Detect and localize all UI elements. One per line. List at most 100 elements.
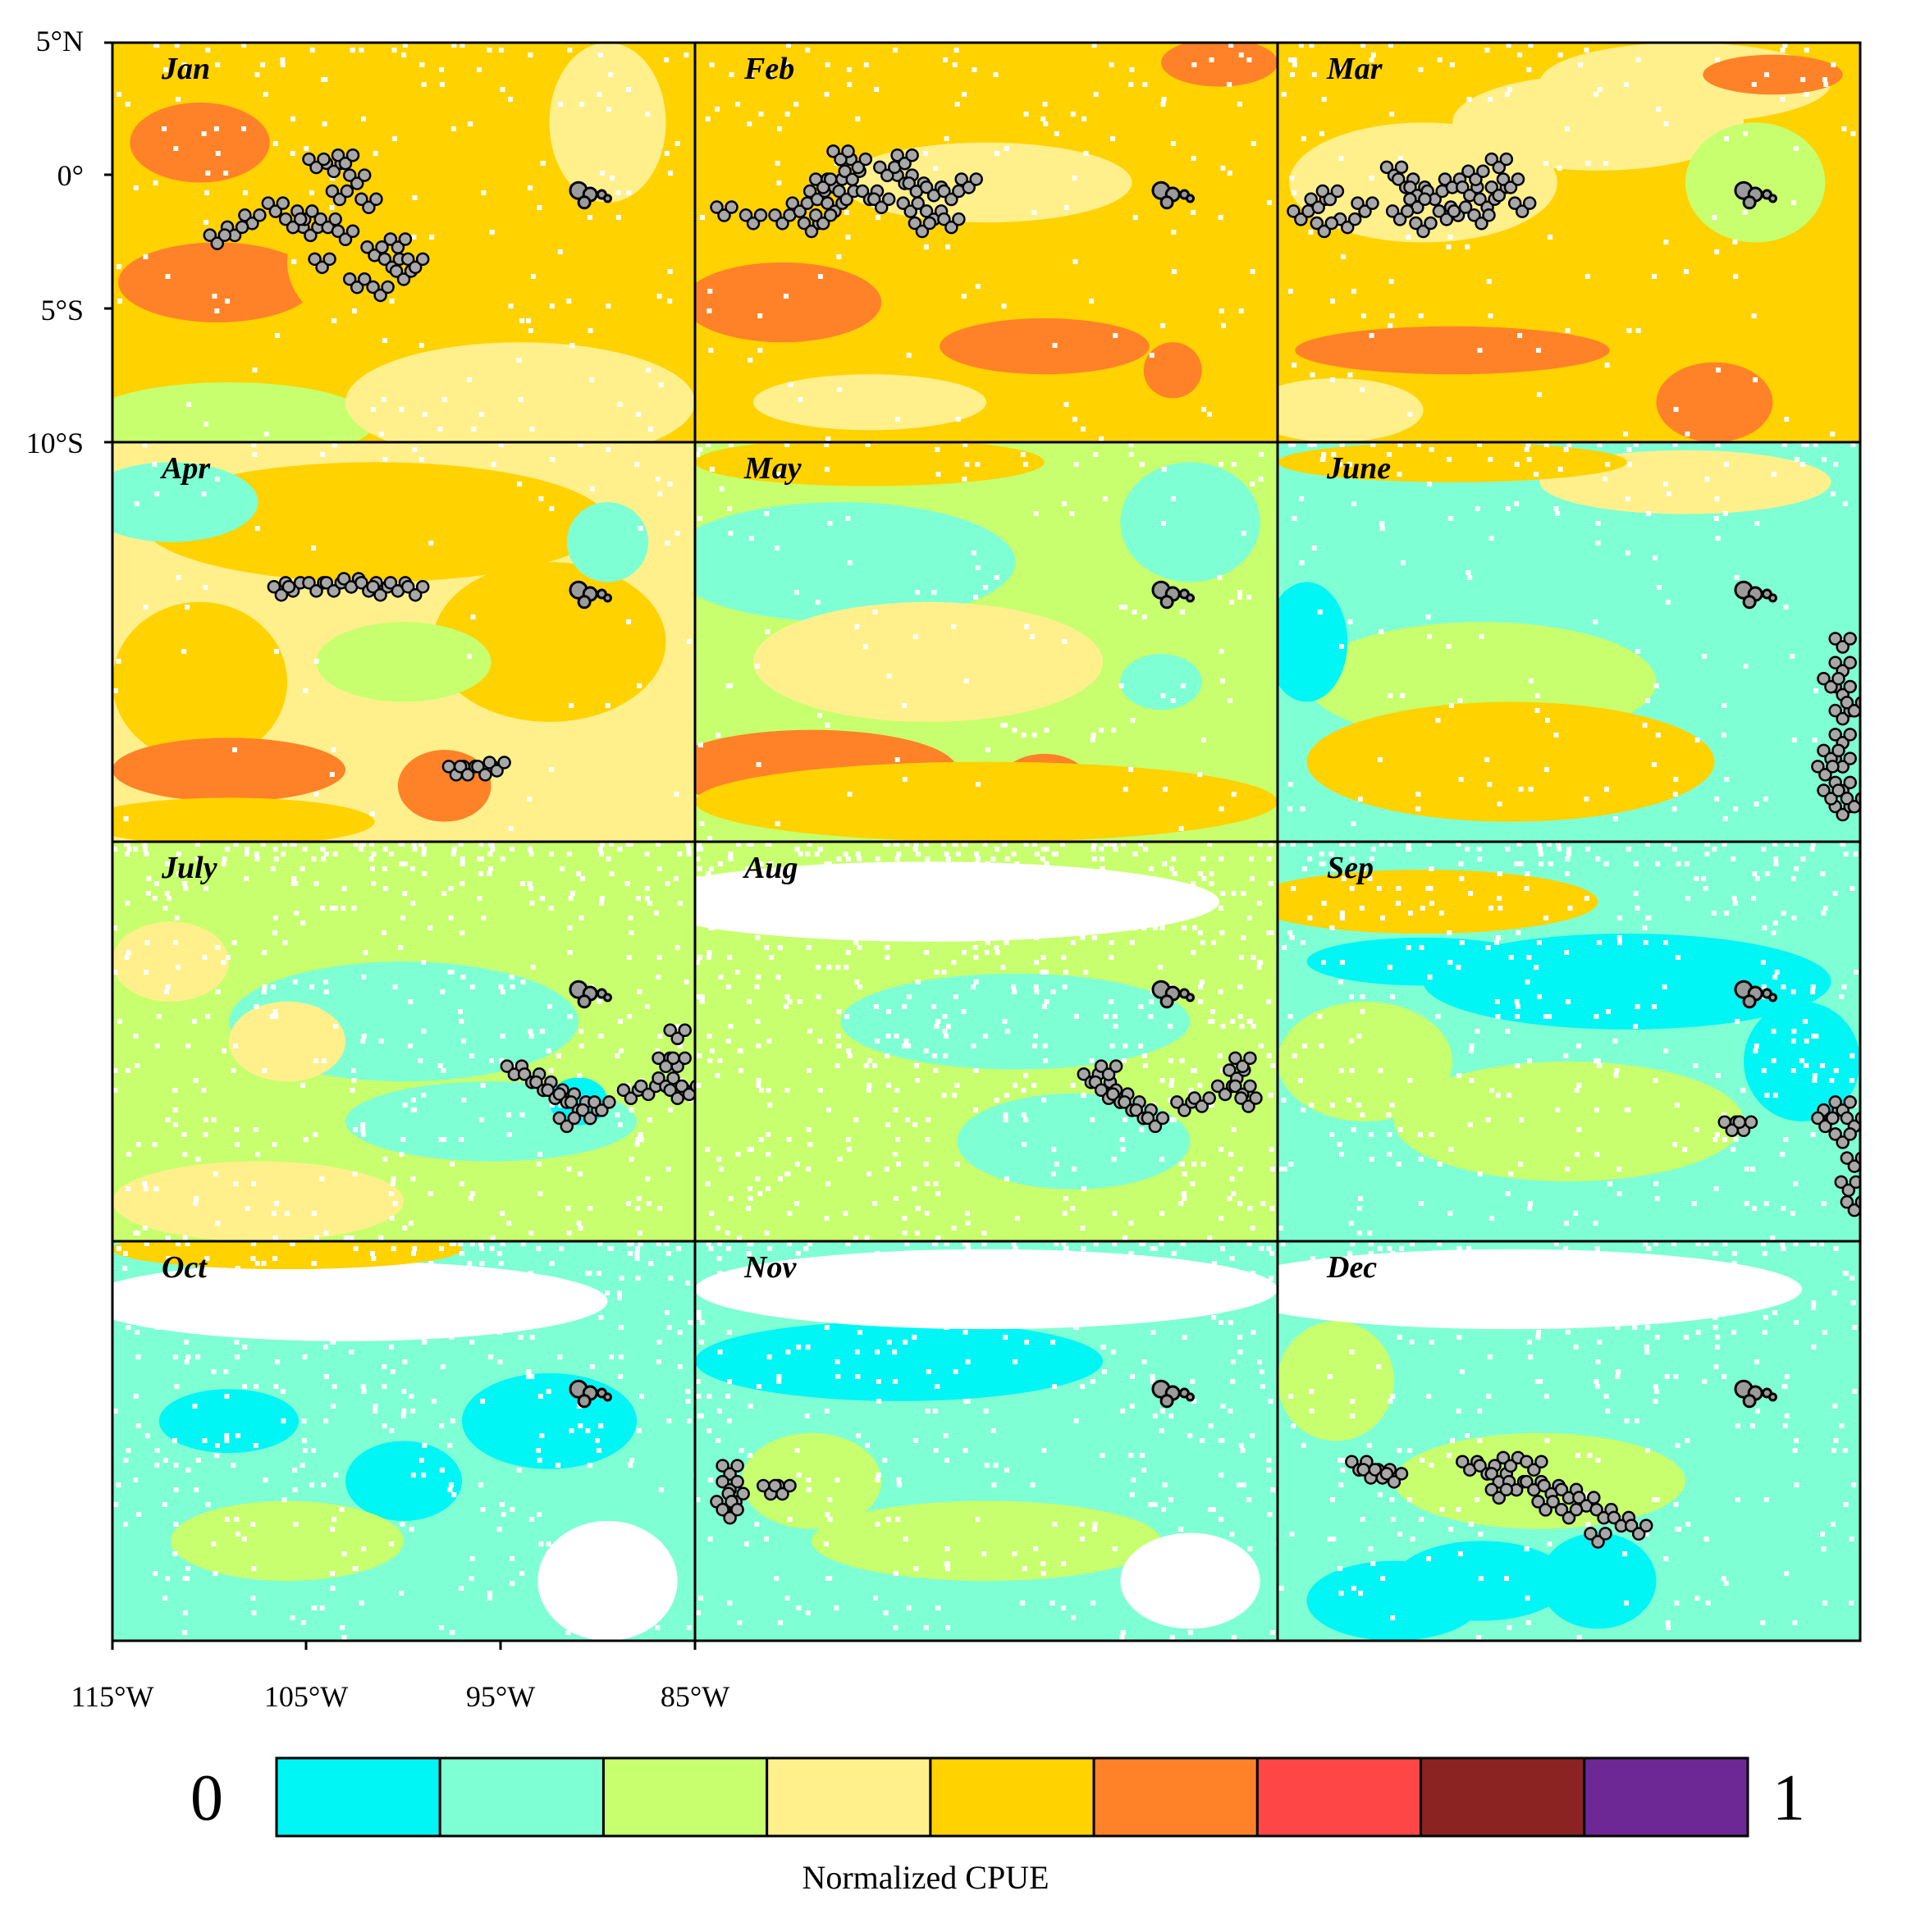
missing-data-pixel xyxy=(1317,1014,1323,1019)
fishing-set-marker xyxy=(381,280,395,295)
missing-data-pixel xyxy=(371,881,377,886)
missing-data-pixel xyxy=(1497,802,1502,806)
missing-data-pixel xyxy=(529,427,535,432)
missing-data-pixel xyxy=(1091,43,1097,48)
missing-data-pixel xyxy=(952,842,958,847)
missing-data-pixel xyxy=(1407,412,1413,417)
missing-data-pixel xyxy=(331,747,336,752)
missing-data-pixel xyxy=(1655,733,1661,738)
missing-data-pixel xyxy=(1804,442,1809,447)
missing-data-pixel xyxy=(1288,1162,1294,1167)
missing-data-pixel xyxy=(1553,733,1559,738)
missing-data-pixel xyxy=(382,1157,388,1162)
missing-data-pixel xyxy=(1209,57,1214,62)
fishing-set-marker xyxy=(235,220,249,235)
missing-data-pixel xyxy=(1191,1162,1197,1167)
missing-data-pixel xyxy=(214,1453,220,1458)
missing-data-pixel xyxy=(923,1048,929,1053)
cpue-patch xyxy=(1306,522,1715,602)
missing-data-pixel xyxy=(1003,1112,1008,1117)
missing-data-pixel xyxy=(1477,1438,1483,1443)
missing-data-pixel xyxy=(549,1103,555,1108)
missing-data-pixel xyxy=(695,856,701,861)
missing-data-pixel xyxy=(1340,960,1346,965)
missing-data-pixel xyxy=(912,1266,917,1271)
missing-data-pixel xyxy=(1536,842,1542,847)
missing-data-pixel xyxy=(1211,1605,1217,1610)
missing-data-pixel xyxy=(706,891,712,896)
missing-data-pixel xyxy=(1518,787,1524,792)
missing-data-pixel xyxy=(1742,210,1748,215)
missing-data-pixel xyxy=(1723,462,1729,467)
missing-data-pixel xyxy=(793,876,799,881)
missing-data-pixel xyxy=(254,1152,260,1157)
missing-data-pixel xyxy=(331,1295,336,1300)
missing-data-pixel xyxy=(458,1009,464,1014)
missing-data-pixel xyxy=(817,713,823,718)
missing-data-pixel xyxy=(677,901,683,906)
missing-data-pixel xyxy=(1576,1635,1582,1640)
missing-data-pixel xyxy=(1656,585,1662,590)
missing-data-pixel xyxy=(566,299,572,304)
missing-data-pixel xyxy=(1566,999,1571,1004)
missing-data-pixel xyxy=(1654,1196,1660,1201)
missing-data-pixel xyxy=(506,1112,512,1117)
missing-data-pixel xyxy=(272,930,277,935)
missing-data-pixel xyxy=(637,1231,642,1235)
missing-data-pixel xyxy=(528,53,533,57)
missing-data-pixel xyxy=(707,1537,713,1541)
missing-data-pixel xyxy=(1526,1340,1532,1345)
fishing-set-marker xyxy=(362,200,376,215)
missing-data-pixel xyxy=(1289,176,1295,180)
missing-data-pixel xyxy=(1715,368,1721,372)
missing-data-pixel xyxy=(676,1246,682,1251)
fishing-set-marker xyxy=(753,208,768,222)
missing-data-pixel xyxy=(1207,1586,1213,1591)
missing-data-pixel xyxy=(1031,1044,1037,1048)
missing-data-pixel xyxy=(1079,1300,1085,1305)
missing-data-pixel xyxy=(1210,1009,1216,1014)
fishing-set-marker xyxy=(560,1119,574,1134)
missing-data-pixel xyxy=(272,141,278,146)
missing-data-pixel xyxy=(1616,940,1622,945)
missing-data-pixel xyxy=(242,1345,248,1350)
missing-data-pixel xyxy=(1289,935,1295,940)
fishing-set-marker xyxy=(954,172,968,186)
missing-data-pixel xyxy=(1269,1147,1274,1152)
missing-data-pixel xyxy=(616,1290,622,1295)
missing-data-pixel xyxy=(1439,1507,1445,1512)
missing-data-pixel xyxy=(1544,718,1550,723)
missing-data-pixel xyxy=(1218,1320,1223,1325)
missing-data-pixel xyxy=(1269,930,1274,935)
missing-data-pixel xyxy=(876,1399,882,1404)
fishing-set-marker xyxy=(1849,1175,1860,1190)
missing-data-pixel xyxy=(975,1517,981,1522)
missing-data-pixel xyxy=(1456,842,1461,847)
missing-data-pixel xyxy=(1713,1186,1719,1191)
missing-data-pixel xyxy=(856,896,862,901)
missing-data-pixel xyxy=(1141,901,1146,906)
missing-data-pixel xyxy=(1634,1418,1639,1423)
missing-data-pixel xyxy=(1534,708,1540,713)
missing-data-pixel xyxy=(235,1266,240,1271)
missing-data-pixel xyxy=(845,516,851,521)
missing-data-pixel xyxy=(1256,1359,1262,1364)
missing-data-pixel xyxy=(836,1009,842,1014)
fishing-set-marker xyxy=(919,180,934,194)
missing-data-pixel xyxy=(1396,901,1401,906)
missing-data-pixel xyxy=(814,852,820,856)
fishing-set-marker xyxy=(1228,1051,1242,1066)
missing-data-pixel xyxy=(164,989,170,994)
missing-data-pixel xyxy=(361,1034,367,1039)
missing-data-pixel xyxy=(1043,1058,1049,1063)
missing-data-pixel xyxy=(1062,1295,1068,1300)
missing-data-pixel xyxy=(874,1039,880,1044)
missing-data-pixel xyxy=(313,659,319,664)
missing-data-pixel xyxy=(944,1241,949,1246)
missing-data-pixel xyxy=(1852,1325,1858,1330)
missing-data-pixel xyxy=(579,876,585,881)
missing-data-pixel xyxy=(1040,955,1046,960)
missing-data-pixel xyxy=(1160,693,1166,698)
missing-data-pixel xyxy=(1033,1546,1039,1551)
missing-data-pixel xyxy=(1099,728,1104,733)
